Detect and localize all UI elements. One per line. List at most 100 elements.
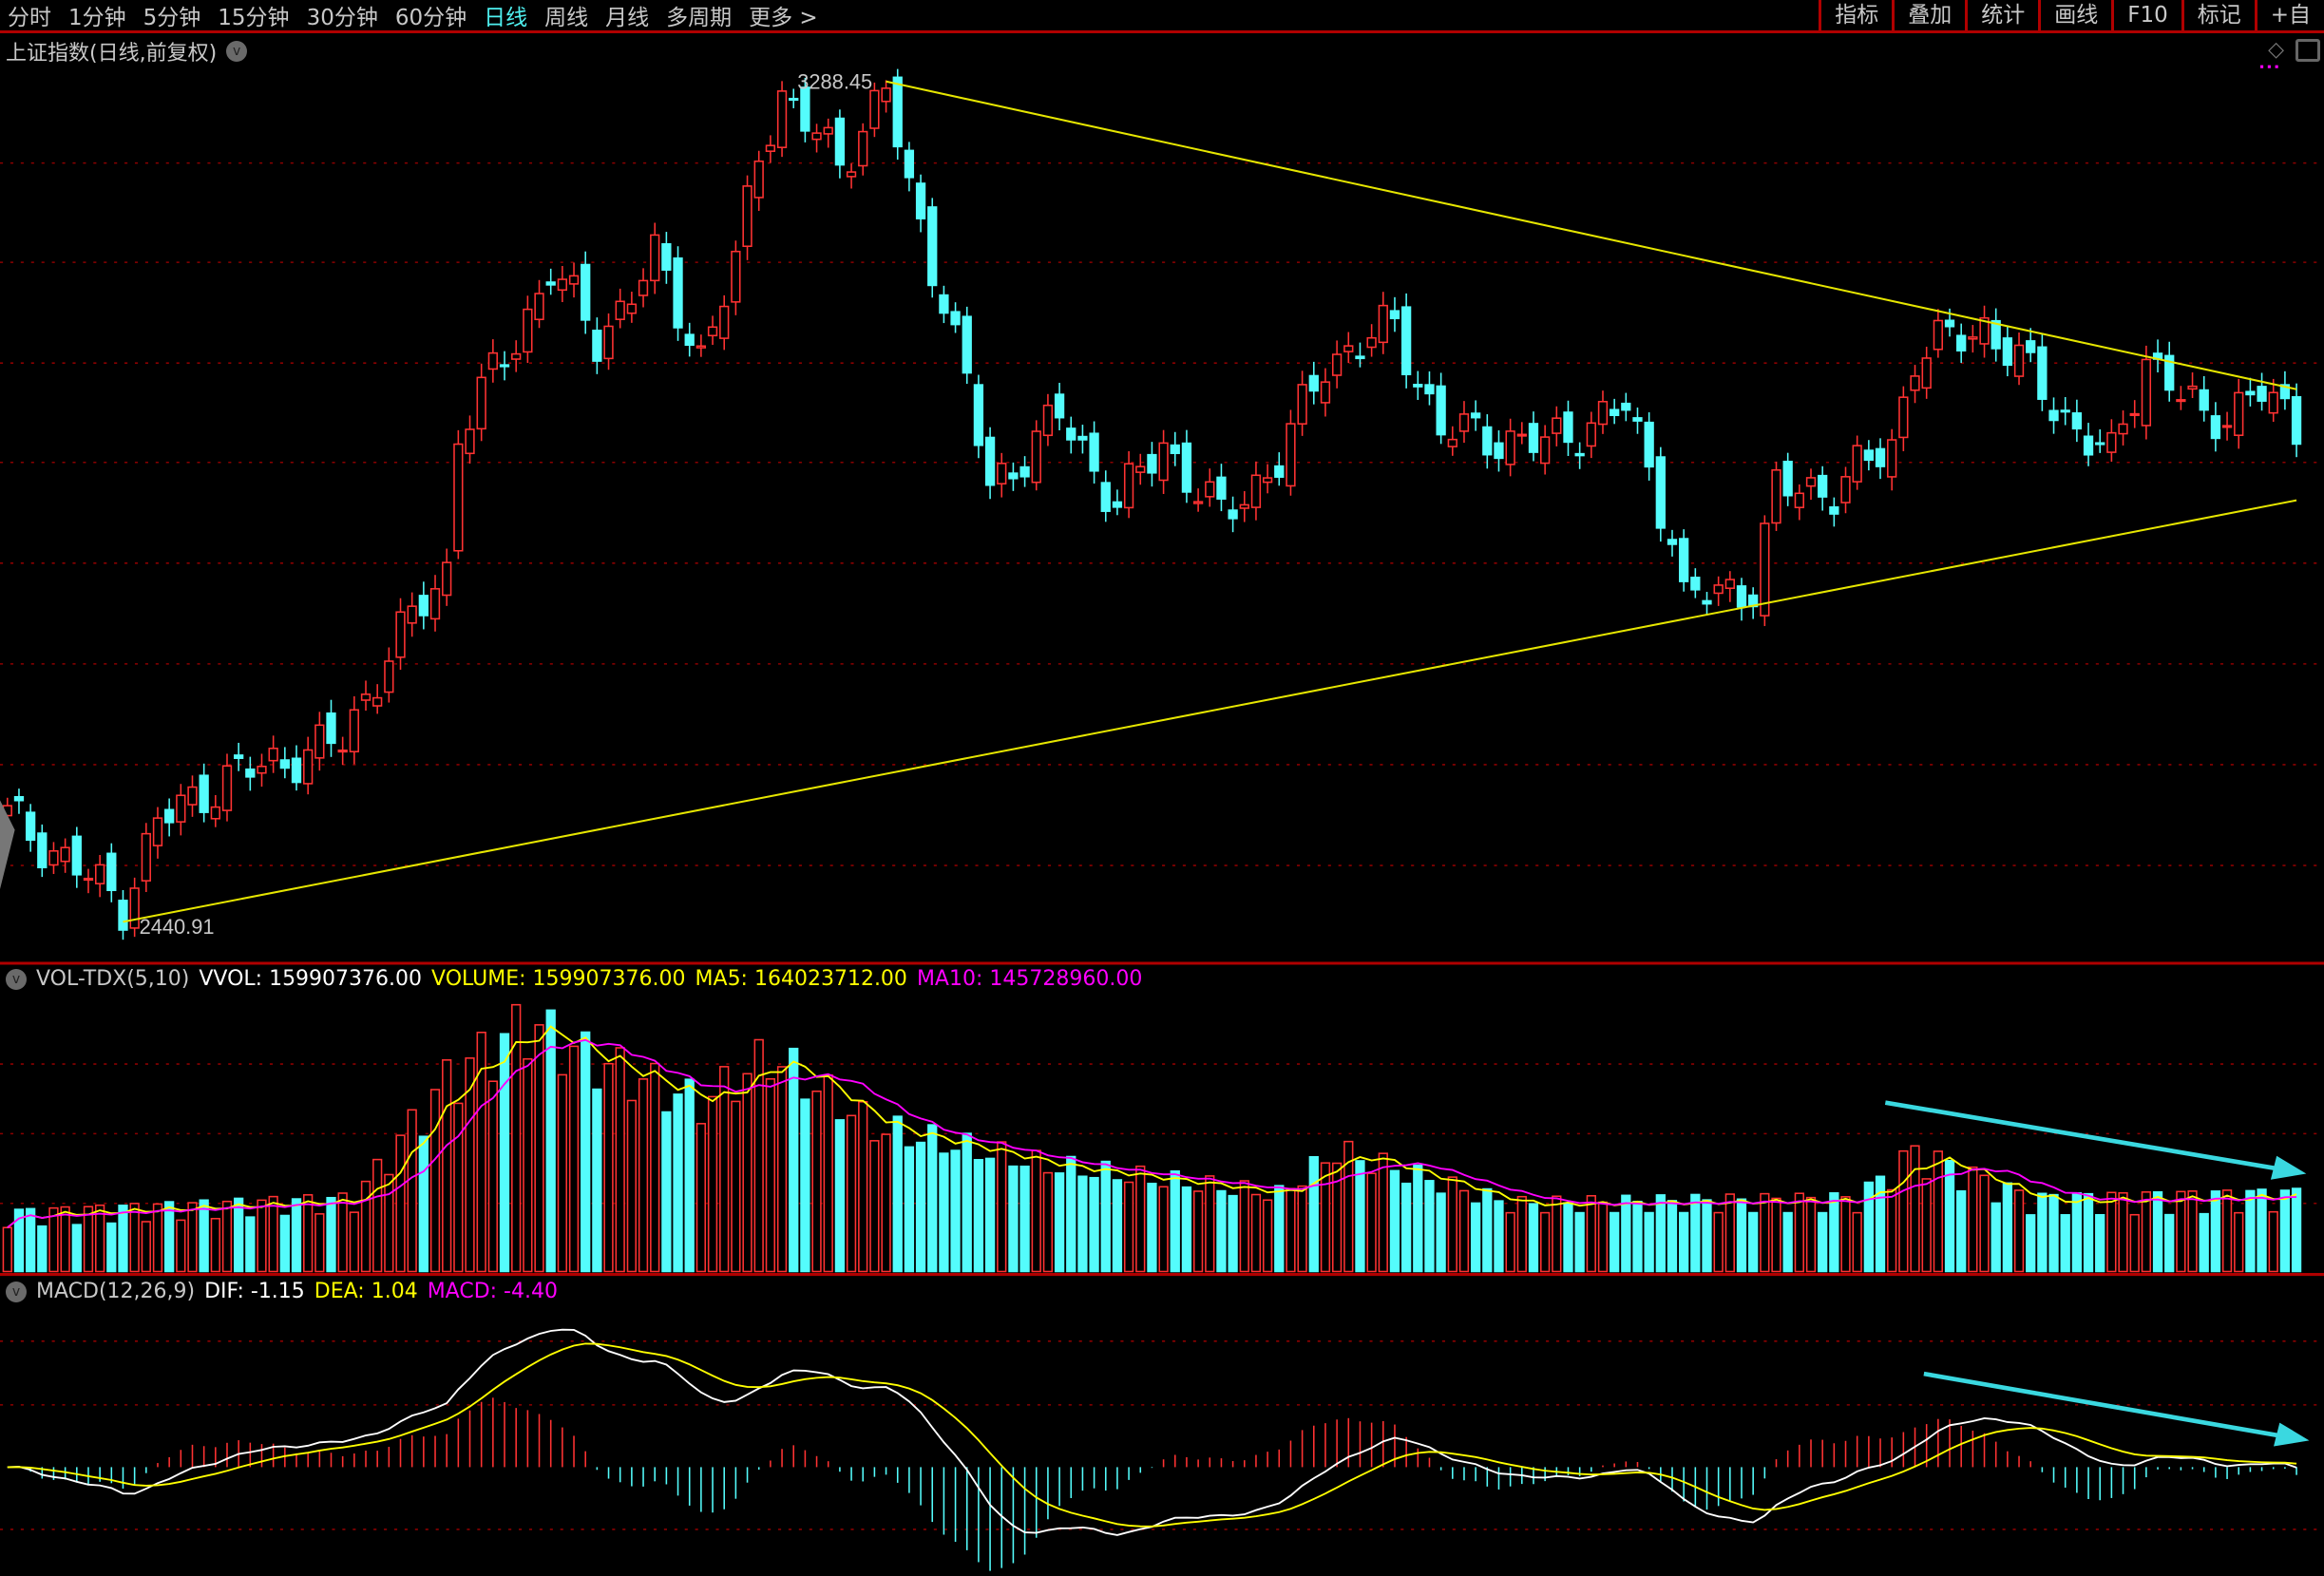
candle-up xyxy=(1297,384,1307,425)
candle-up xyxy=(442,561,452,597)
candle-up xyxy=(1921,357,1932,389)
candle-down xyxy=(1655,456,1666,529)
chevron-down-icon[interactable]: v xyxy=(6,1281,27,1302)
period-tab[interactable]: 更多 > xyxy=(749,6,818,30)
candle-down xyxy=(2026,340,2036,353)
candle-down xyxy=(37,832,48,869)
period-tab[interactable]: 周线 xyxy=(544,6,589,30)
main-info: 上证指数(日线,前复权) v xyxy=(6,36,257,66)
volume-bar xyxy=(48,1206,59,1273)
candle-up xyxy=(523,308,533,353)
candle-up xyxy=(626,303,638,314)
candle-down xyxy=(1621,402,1631,411)
candle-up xyxy=(2129,412,2140,416)
volume-bar xyxy=(1482,1187,1493,1273)
candle-up xyxy=(453,443,464,552)
period-tab[interactable]: 60分钟 xyxy=(394,6,467,30)
volume-bar xyxy=(487,1080,499,1273)
candle-up xyxy=(314,724,325,759)
volume-bar xyxy=(1205,1175,1215,1273)
candle-up xyxy=(1042,404,1054,437)
volume-bar xyxy=(1413,1164,1423,1273)
candle-up xyxy=(141,832,151,882)
candle-up xyxy=(753,160,764,199)
volume-bar xyxy=(337,1192,348,1273)
candle-up xyxy=(615,300,625,320)
period-tab[interactable]: 1分钟 xyxy=(68,6,126,30)
scroll-handle xyxy=(0,800,15,889)
toolbar-button[interactable]: 画线 xyxy=(2038,0,2111,30)
toolbar-button[interactable]: 标记 xyxy=(2181,0,2255,30)
candle-up xyxy=(1366,336,1377,349)
toolbar-button[interactable]: +自 xyxy=(2254,0,2324,30)
volume-bar xyxy=(915,1141,926,1273)
candle-down xyxy=(245,768,256,778)
volume-bar xyxy=(360,1180,371,1273)
toolbar-button[interactable]: 指标 xyxy=(1819,0,1892,30)
period-tab[interactable]: 5分钟 xyxy=(143,6,201,30)
candle-down xyxy=(71,835,82,876)
volume-bar xyxy=(1621,1194,1631,1273)
diamond-icon[interactable]: ◇ xyxy=(2268,38,2284,62)
toolbar-button[interactable]: 统计 xyxy=(1965,0,2038,30)
period-tab[interactable]: 月线 xyxy=(605,6,650,30)
volume-bar xyxy=(1355,1160,1365,1273)
volume-bar xyxy=(1447,1176,1457,1273)
volume-bar xyxy=(1655,1194,1666,1273)
volume-bar xyxy=(2060,1214,2070,1273)
candle-up xyxy=(487,351,499,370)
toolbar-button[interactable]: F10 xyxy=(2111,0,2181,30)
candle-down xyxy=(1216,476,1227,500)
chevron-down-icon[interactable]: v xyxy=(226,41,248,62)
candle-up xyxy=(1205,481,1215,498)
candle-down xyxy=(2071,412,2083,430)
candle-down xyxy=(1632,417,1643,422)
candle-down xyxy=(1482,426,1493,456)
volume-bar xyxy=(2234,1211,2244,1273)
period-tab[interactable]: 分时 xyxy=(8,6,51,30)
volume-bar xyxy=(1192,1190,1204,1273)
toolbar-button[interactable]: 叠加 xyxy=(1892,0,1965,30)
candle-down xyxy=(2037,346,2048,400)
volume-bar xyxy=(684,1078,695,1273)
candle-up xyxy=(858,130,868,167)
candle-down xyxy=(1100,482,1111,512)
candle-up xyxy=(1505,430,1515,465)
volume-bar xyxy=(234,1197,244,1273)
volume-bar xyxy=(1366,1172,1377,1273)
volume-bar xyxy=(1378,1152,1388,1273)
candle-up xyxy=(349,709,359,753)
volume-bar xyxy=(1991,1202,2001,1273)
chevron-down-icon[interactable]: v xyxy=(6,968,27,990)
period-tab[interactable]: 15分钟 xyxy=(218,6,290,30)
candle-down xyxy=(673,256,683,329)
candle-up xyxy=(1840,476,1851,503)
vol-indicator-name: VOL-TDX(5,10) xyxy=(36,967,190,991)
candle-down xyxy=(2210,415,2221,440)
volume-bar xyxy=(60,1206,70,1273)
volume-bar xyxy=(2291,1187,2302,1273)
panel-toggle-icon[interactable] xyxy=(2295,38,2320,62)
volume-bar xyxy=(545,1009,556,1273)
volume-bar xyxy=(673,1093,683,1273)
candle-up xyxy=(2118,423,2128,435)
volume-bar xyxy=(1158,1186,1169,1273)
candle-up xyxy=(1239,503,1249,509)
period-tab[interactable]: 多周期 xyxy=(666,6,733,30)
candle-up xyxy=(881,87,891,103)
candle-down xyxy=(13,795,25,802)
candle-down xyxy=(2291,396,2302,446)
candle-down xyxy=(1400,306,1412,376)
volume-bar xyxy=(465,1057,475,1273)
volume-bar xyxy=(2187,1190,2198,1273)
candle-up xyxy=(2176,399,2186,403)
period-tab[interactable]: 30分钟 xyxy=(306,6,378,30)
trend-arrow xyxy=(1923,1371,2291,1440)
volume-bar xyxy=(1424,1180,1435,1273)
candle-down xyxy=(1389,310,1400,320)
candle-up xyxy=(1713,584,1724,595)
period-tab[interactable]: 日线 xyxy=(484,6,528,30)
volume-bar xyxy=(742,1073,752,1273)
candle-down xyxy=(2257,386,2267,402)
